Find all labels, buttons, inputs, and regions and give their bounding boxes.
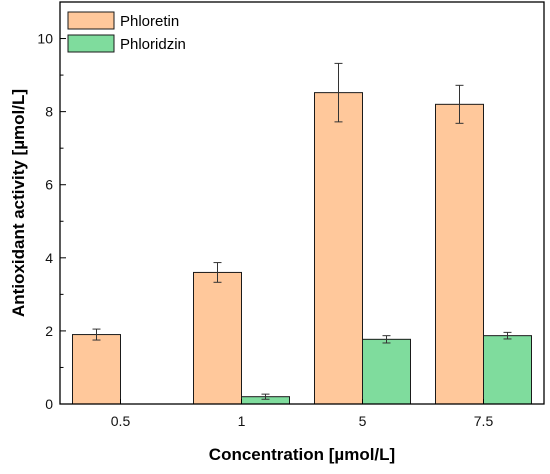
y-tick-label: 2 [45,323,53,339]
y-tick-label: 6 [45,177,53,193]
x-tick-label: 0.5 [111,413,131,429]
error-bar-phloretin-7.5 [455,84,464,124]
x-tick-label: 5 [359,413,367,429]
error-bars-layer [92,62,512,400]
x-axis-title: Concentration [µmol/L] [209,445,395,464]
bar-phloretin-5 [314,92,363,405]
legend-item-phloridzin: Phloridzin [67,34,186,53]
bar-phloridzin-7.5 [483,335,532,405]
bar-phloridzin-5 [362,338,411,405]
y-tick-label: 8 [45,104,53,120]
legend-swatch [67,34,115,53]
legend: Phloretin Phloridzin [67,11,186,53]
bar-phloretin-1 [193,271,242,405]
error-bar-phloridzin-5 [382,335,391,344]
legend-item-phloretin: Phloretin [67,11,179,30]
x-tick-label: 7.5 [474,413,494,429]
legend-label: Phloridzin [120,36,186,53]
bars-layer [72,92,532,405]
legend-label: Phloretin [120,13,179,30]
error-bar-phloridzin-7.5 [503,331,512,340]
y-tick-label: 10 [37,31,53,47]
bar-phloretin-7.5 [435,103,484,405]
y-tick-label: 0 [45,396,53,412]
error-bar-phloretin-5 [334,62,343,123]
bar-phloretin-0.5 [72,334,121,405]
error-bar-phloretin-0.5 [92,328,101,341]
y-axis: 0 2 4 6 8 10 [37,1,66,412]
x-axis: 0.5 1 5 7.5 [111,399,494,429]
plot-frame [59,1,545,405]
error-bar-phloridzin-1 [261,393,270,400]
error-bar-phloretin-1 [213,262,222,283]
legend-swatch [67,11,115,30]
y-axis-title: Antioxidant activity [µmol/L] [9,89,28,317]
x-tick-label: 1 [238,413,246,429]
y-tick-label: 4 [45,250,53,266]
